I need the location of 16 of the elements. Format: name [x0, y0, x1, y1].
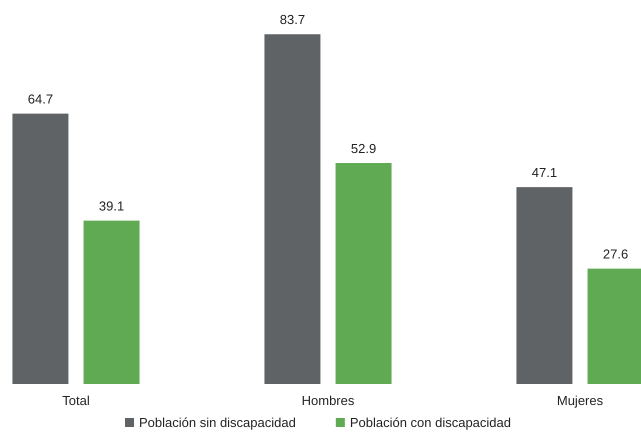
bar: [264, 34, 320, 384]
bar: [516, 187, 572, 384]
data-label: 47.1: [532, 165, 558, 180]
bar: [84, 220, 140, 384]
data-label: 64.7: [28, 92, 54, 107]
x-tick-label: Hombres: [302, 393, 355, 408]
bar: [12, 114, 68, 384]
legend-label: Población con discapacidad: [350, 415, 511, 430]
data-label: 52.9: [350, 140, 376, 156]
bar: [336, 162, 392, 384]
legend-label: Población sin discapacidad: [139, 415, 296, 430]
x-tick-label: Mujeres: [556, 393, 604, 408]
x-tick-label: Total: [62, 393, 90, 408]
data-label: 39.1: [98, 198, 124, 214]
data-label: 27.6: [602, 246, 628, 262]
data-label: 83.7: [280, 12, 306, 28]
